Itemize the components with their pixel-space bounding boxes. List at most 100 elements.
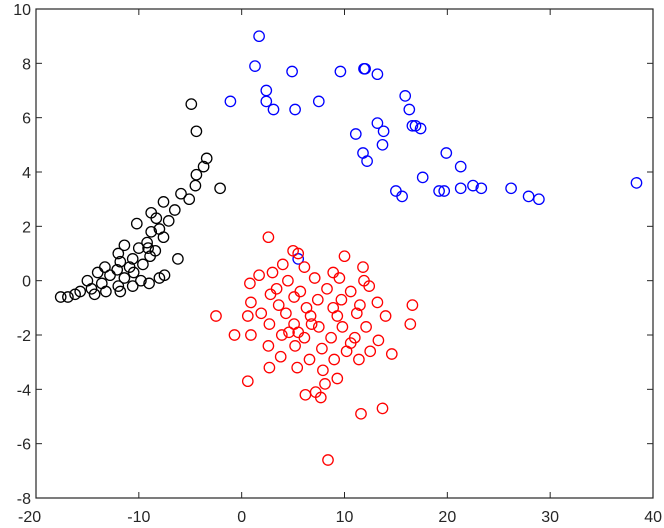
data-point [118,272,131,284]
data-point [266,266,279,279]
data-point [214,182,226,195]
x-tick-label: -10 [127,509,150,526]
data-point [371,117,384,129]
data-point [334,65,347,78]
data-point [157,231,170,244]
data-point [88,288,101,301]
data-point [379,310,392,322]
data-point [142,242,154,254]
data-point [81,274,94,287]
data-point [353,353,365,366]
data-point [331,310,344,322]
y-tick-label: -8 [17,491,31,508]
data-point [299,388,312,401]
x-tick-label: 0 [237,509,246,526]
data-point [414,122,427,135]
y-tick-label: -4 [17,382,31,399]
data-point [189,179,202,192]
x-tick-label: 20 [438,509,456,526]
data-point [183,193,196,206]
data-point [438,185,451,197]
data-point [371,296,384,309]
data-point [175,187,187,200]
y-tick-label: 8 [22,56,31,73]
data-point [126,253,139,265]
data-point [406,299,419,311]
data-point [505,182,517,195]
data-point [263,318,276,330]
data-point [267,103,280,116]
data-point [403,103,416,116]
data-point [327,266,340,279]
data-point [282,274,294,287]
data-point [319,378,331,390]
data-point [355,407,367,420]
data-point [255,307,268,320]
data-point [141,236,153,249]
y-tick-label: -6 [17,437,31,454]
data-point [344,337,357,349]
data-point [69,288,81,301]
y-tick-label: -2 [17,328,31,345]
data-point [533,193,545,206]
data-point [338,250,351,263]
axes-layer [35,8,654,499]
data-point [322,454,334,466]
data-point [245,329,257,341]
data-point [118,239,131,252]
data-point [289,340,301,352]
data-point [376,402,389,415]
data-point [390,185,402,197]
data-point [150,212,163,225]
data-point [305,318,318,330]
data-point [275,329,288,341]
data-point [276,258,289,271]
data-point [262,231,275,244]
data-point [245,296,257,309]
data-point [312,95,325,108]
data-point [357,261,369,273]
x-tick-label: -20 [18,509,41,526]
data-point [274,350,287,363]
data-point [331,372,344,385]
data-point [406,119,419,132]
data-point [263,361,276,374]
data-point [85,282,98,295]
data-point [344,285,357,298]
data-point [264,288,277,301]
data-point [132,242,145,254]
data-point [137,258,149,271]
data-point [241,375,254,388]
data-point [303,353,316,366]
data-point [399,90,412,102]
data-point [396,190,408,203]
y-tick-label: 10 [13,2,31,19]
data-point [123,261,136,273]
data-point [298,261,311,273]
data-point [262,340,275,352]
data-point [185,98,198,110]
x-tick-label: 10 [336,509,354,526]
data-point [350,307,363,320]
data-point [372,334,385,347]
data-point [130,217,143,230]
data-point [289,103,301,116]
data-point [312,321,325,333]
data-point [377,125,390,138]
data-point [304,310,317,322]
data-point [317,364,329,377]
data-point [190,125,203,138]
data-point [316,342,328,355]
data-point [112,280,125,292]
data-point [333,272,346,284]
data-point [404,318,417,330]
data-point [253,269,265,282]
data-point [475,182,488,195]
data-point [157,196,170,208]
data-point [112,247,125,260]
data-point [280,307,292,320]
data-point [321,282,333,295]
data-point [143,277,155,290]
data-point [298,331,311,344]
